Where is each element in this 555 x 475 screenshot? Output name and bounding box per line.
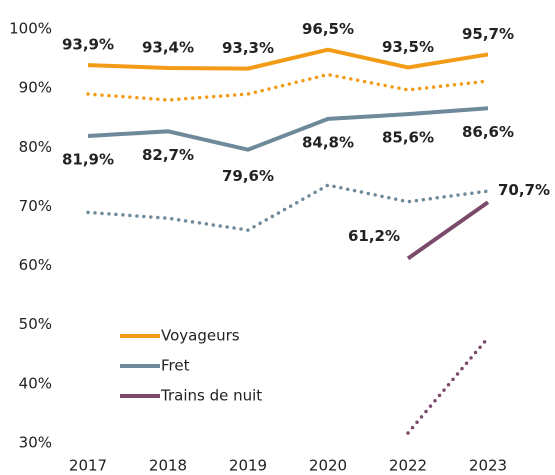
y-tick-label: 60% [19,256,52,274]
value-label: 93,3% [222,39,274,57]
dotted-line [86,72,490,102]
y-tick-label: 90% [19,79,52,97]
legend-label: Voyageurs [161,327,240,345]
value-label: 84,8% [302,133,354,151]
value-label: 86,6% [462,123,514,141]
line [406,200,490,261]
x-tick-label: 2019 [229,457,267,475]
value-label: 96,5% [302,20,354,38]
y-tick-label: 80% [19,138,52,156]
legend-label: Fret [161,357,190,375]
dotted-line [406,335,490,435]
value-label: 93,9% [62,36,114,54]
value-label: 79,6% [222,167,274,185]
value-label: 82,7% [142,146,194,164]
line [87,47,489,71]
dotted-line [86,183,490,232]
value-label: 93,4% [142,39,194,57]
value-label: 95,7% [462,25,514,43]
y-tick-label: 40% [19,374,52,392]
x-tick-label: 2017 [69,457,107,475]
y-tick-label: 100% [9,20,52,38]
x-tick-label: 2020 [309,457,347,475]
x-tick-label: 2018 [149,457,187,475]
x-tick-label: 2022 [389,457,427,475]
y-tick-label: 50% [19,315,52,333]
value-label: 93,5% [382,38,434,56]
value-label: 85,6% [382,129,434,147]
value-label: 61,2% [348,227,400,245]
y-tick-label: 30% [19,434,52,452]
y-tick-label: 70% [19,197,52,215]
value-label: 70,7% [498,181,550,199]
legend-label: Trains de nuit [160,387,262,405]
value-label: 81,9% [62,151,114,169]
x-tick-label: 2023 [469,457,507,475]
line [87,106,489,152]
